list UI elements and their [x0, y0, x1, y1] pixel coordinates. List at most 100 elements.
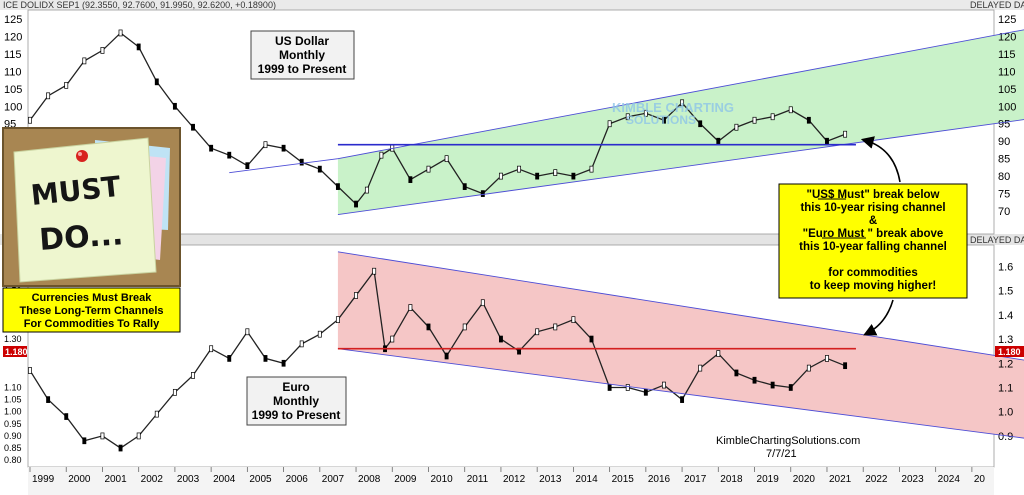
euro-bar — [317, 330, 322, 338]
usd-label-line2: Monthly — [279, 48, 325, 62]
must-do-sticky-note-image: MUST DO... — [2, 127, 181, 287]
top-header-bar — [0, 0, 1024, 10]
euro-ytick-left: 1.00 — [4, 407, 22, 417]
euro-bar — [444, 352, 449, 360]
euro-price-right: 1.180 — [998, 347, 1021, 357]
x-tick-label: 2001 — [104, 474, 127, 485]
usd-trend-line — [229, 158, 338, 174]
euro-bar — [716, 350, 721, 357]
euro-bar — [825, 355, 829, 362]
euro-bar — [843, 362, 848, 370]
usd-bar — [498, 172, 503, 180]
usd-bar — [752, 116, 757, 124]
usd-ytick-left: 115 — [4, 49, 22, 61]
usd-ytick-right: 85 — [998, 154, 1010, 166]
usd-bar — [607, 120, 612, 128]
euro-falling-channel — [337, 251, 1024, 439]
euro-bar — [571, 316, 576, 324]
euro-ytick-right: 1.2 — [998, 358, 1013, 370]
x-tick-label: 2023 — [901, 474, 924, 485]
watermark-line2: SOLUTIONS — [626, 113, 696, 127]
euro-bar — [227, 355, 232, 362]
x-tick-label: 2022 — [865, 474, 888, 485]
euro-channel-lines — [337, 251, 1024, 439]
usd-ytick-right: 110 — [998, 66, 1016, 78]
callout-line7: for commodities — [828, 267, 917, 279]
x-tick-label: 2019 — [757, 474, 780, 485]
usd-bar — [825, 137, 829, 145]
euro-price-left: 1.180 — [5, 347, 28, 357]
x-tick-label: 2016 — [648, 474, 671, 485]
euro-y-axis-right: 0.9 1.0 1.1 1.2 1.3 1.4 1.5 1.6 — [998, 261, 1013, 443]
euro-bar — [299, 340, 304, 348]
euro-bar — [118, 444, 123, 452]
euro-bar — [662, 381, 666, 389]
x-tick-label: 2009 — [394, 474, 417, 485]
usd-bar — [136, 43, 141, 51]
euro-ytick-left: 0.95 — [4, 419, 22, 429]
usd-bar — [806, 116, 811, 124]
usd-bar — [28, 116, 32, 124]
euro-ytick-left: 1.30 — [4, 334, 22, 344]
euro-channel-lower — [337, 348, 1024, 439]
usd-ytick-right: 90 — [998, 136, 1010, 148]
usd-ytick-right: 100 — [998, 101, 1016, 113]
euro-price-series — [28, 267, 848, 452]
x-tick-label: 2015 — [612, 474, 635, 485]
euro-bar — [191, 372, 195, 379]
usd-bar — [643, 109, 648, 117]
usd-channel-upper — [337, 29, 1024, 160]
usd-bar — [46, 92, 51, 100]
euro-bar — [154, 410, 159, 418]
usd-price-series — [28, 29, 848, 208]
usd-bar — [716, 137, 721, 145]
usd-bar — [299, 158, 304, 166]
x-tick-label: 2002 — [141, 474, 164, 485]
euro-ytick-right: 1.6 — [998, 261, 1013, 273]
euro-bar — [698, 364, 703, 372]
usd-bar — [335, 183, 340, 190]
usd-bar — [408, 176, 413, 183]
caption-box — [2, 287, 181, 333]
x-axis-bar — [28, 467, 994, 495]
euro-ytick-right: 1.5 — [998, 286, 1013, 298]
usd-bar — [354, 200, 358, 208]
usd-bar — [364, 186, 369, 194]
usd-bar — [770, 113, 775, 121]
usd-bar — [100, 47, 105, 54]
x-tick-label: 2012 — [503, 474, 526, 485]
euro-bar — [172, 388, 177, 396]
x-tick-label: 2020 — [793, 474, 816, 485]
euro-bar — [209, 345, 214, 353]
usd-bar — [317, 165, 322, 173]
usd-channel-lines — [229, 29, 1024, 215]
usd-ytick-right: 70 — [998, 206, 1010, 218]
euro-bar — [680, 396, 685, 403]
usd-bar — [734, 123, 739, 131]
usd-bar — [571, 172, 576, 180]
usd-bar — [589, 165, 594, 173]
usd-bar — [64, 81, 69, 89]
euro-channel-upper — [337, 251, 1024, 361]
euro-bar — [788, 384, 793, 391]
credit-date: 7/7/21 — [766, 448, 797, 460]
usd-ytick-right: 120 — [998, 31, 1016, 43]
euro-ytick-left: 1.10 — [4, 382, 22, 392]
x-tick-label: 2008 — [358, 474, 381, 485]
euro-bar — [136, 432, 141, 440]
arrow-to-usd — [860, 136, 901, 183]
euro-bar — [354, 292, 358, 299]
sticky-note-line2: DO... — [38, 217, 124, 258]
euro-bar — [625, 384, 630, 391]
usd-bar — [444, 155, 449, 163]
euro-ytick-left: 1.05 — [4, 395, 22, 405]
usd-bar — [245, 162, 250, 170]
euro-ytick-left: 0.90 — [4, 431, 22, 441]
usd-ytick-left: 120 — [4, 31, 22, 43]
usd-bar — [462, 183, 467, 190]
usd-bar — [281, 144, 286, 152]
euro-price-tag-right — [995, 346, 1024, 357]
usd-bar — [680, 99, 685, 107]
euro-bar — [245, 328, 250, 336]
